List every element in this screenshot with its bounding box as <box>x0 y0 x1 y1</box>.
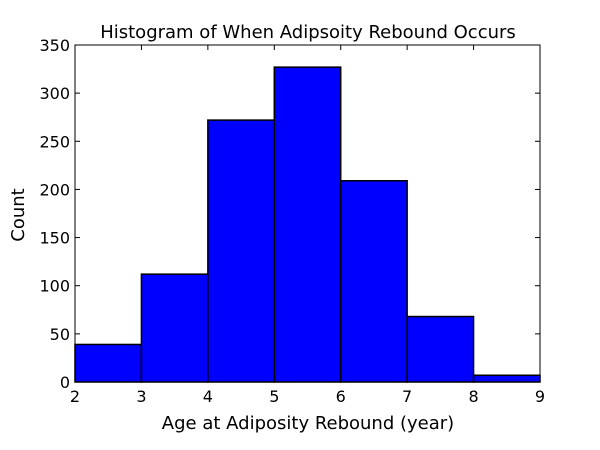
plot-area-frame <box>74 44 541 383</box>
y-tick-label: 250 <box>39 132 70 151</box>
y-tick-label: 200 <box>39 180 70 199</box>
y-tick-label: 100 <box>39 277 70 296</box>
x-tick-label: 8 <box>468 387 478 406</box>
histogram-bar-3 <box>273 66 342 383</box>
histogram-bar-2 <box>207 119 276 383</box>
y-axis-label: Count <box>8 188 29 241</box>
y-tick-label: 0 <box>60 373 70 392</box>
x-tick-label: 7 <box>402 387 412 406</box>
histogram-bar-6 <box>472 374 541 383</box>
y-tick-labels: 0 50 100 150 200 250 300 350 <box>39 36 70 392</box>
x-tick-label: 5 <box>269 387 279 406</box>
y-tick-label: 350 <box>39 36 70 55</box>
histogram-bar-4 <box>339 180 408 383</box>
histogram-bar-1 <box>140 273 209 383</box>
y-tick-label: 150 <box>39 229 70 248</box>
x-tick-label: 9 <box>535 387 545 406</box>
x-axis-label: Age at Adiposity Rebound (year) <box>162 413 454 434</box>
histogram-bar-0 <box>74 343 143 383</box>
x-tick-label: 3 <box>136 387 146 406</box>
histogram-bar-5 <box>406 315 475 383</box>
x-tick-labels: 2 3 4 5 6 7 8 9 <box>70 387 545 406</box>
ticks-group <box>74 44 541 383</box>
bars-group <box>74 66 541 383</box>
chart-title: Histogram of When Adipsoity Rebound Occu… <box>100 22 516 43</box>
y-tick-label: 50 <box>50 325 70 344</box>
x-tick-label: 2 <box>70 387 80 406</box>
x-tick-label: 4 <box>203 387 213 406</box>
y-tick-label: 300 <box>39 84 70 103</box>
x-tick-label: 6 <box>336 387 346 406</box>
